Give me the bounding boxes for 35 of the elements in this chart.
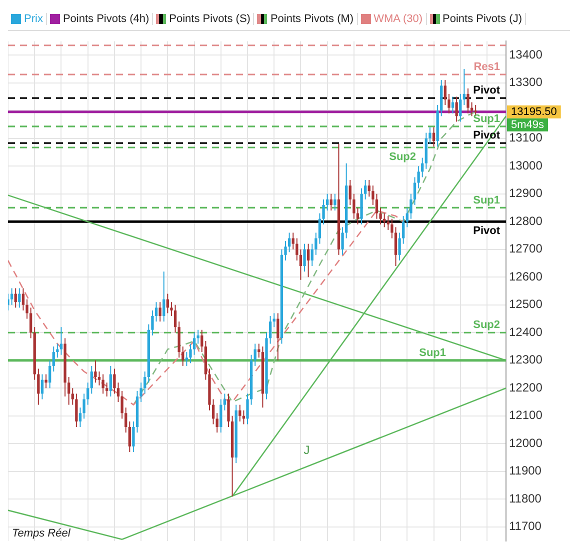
annotation: J [304, 443, 310, 458]
text: Points Pivots (4h) [62, 13, 150, 25]
y-tick-label: 12300 [509, 352, 543, 367]
ref-line-label: Pivot [473, 84, 500, 97]
text: 5m49s [511, 118, 545, 131]
y-tick-label: 12400 [509, 324, 543, 339]
y-tick-label: 12000 [509, 436, 543, 450]
ref-line-label: Sup2 [473, 319, 500, 332]
y-tick-label: 12700 [509, 242, 543, 256]
y-tick-label: 12100 [509, 408, 543, 422]
y-tick-label: 11900 [509, 464, 542, 478]
ref-line-label: Res1 [474, 61, 500, 74]
y-tick-label: 12600 [509, 269, 543, 284]
y-tick-label: 12500 [509, 297, 543, 312]
y-tick-label: 13300 [509, 75, 543, 90]
text: Points Pivots (J) [442, 13, 522, 25]
y-tick-label: 13000 [509, 158, 543, 172]
y-tick-label: 13100 [509, 130, 543, 145]
ref-line-label: Pivot [473, 225, 500, 238]
ref-line-label: Sup1 [473, 112, 500, 125]
text: Prix [24, 13, 43, 25]
ref-line-label: Sup1 [473, 194, 500, 206]
ref-line-label: Sup1 [419, 346, 446, 359]
y-tick-label: 12200 [509, 380, 543, 394]
y-tick-label: 13400 [509, 47, 543, 62]
annotation: Temps Réel [12, 527, 71, 540]
text: WMA (30) [374, 13, 423, 25]
y-tick-label: 12800 [509, 214, 543, 228]
text: 13195.50 [511, 106, 557, 118]
text: Points Pivots (M) [270, 13, 354, 25]
y-tick-label: 11700 [509, 519, 542, 534]
ref-line-label: Sup2 [389, 151, 416, 164]
y-tick-label: 12900 [509, 186, 543, 200]
y-tick-label: 11800 [509, 491, 542, 506]
text: Points Pivots (S) [169, 13, 250, 25]
